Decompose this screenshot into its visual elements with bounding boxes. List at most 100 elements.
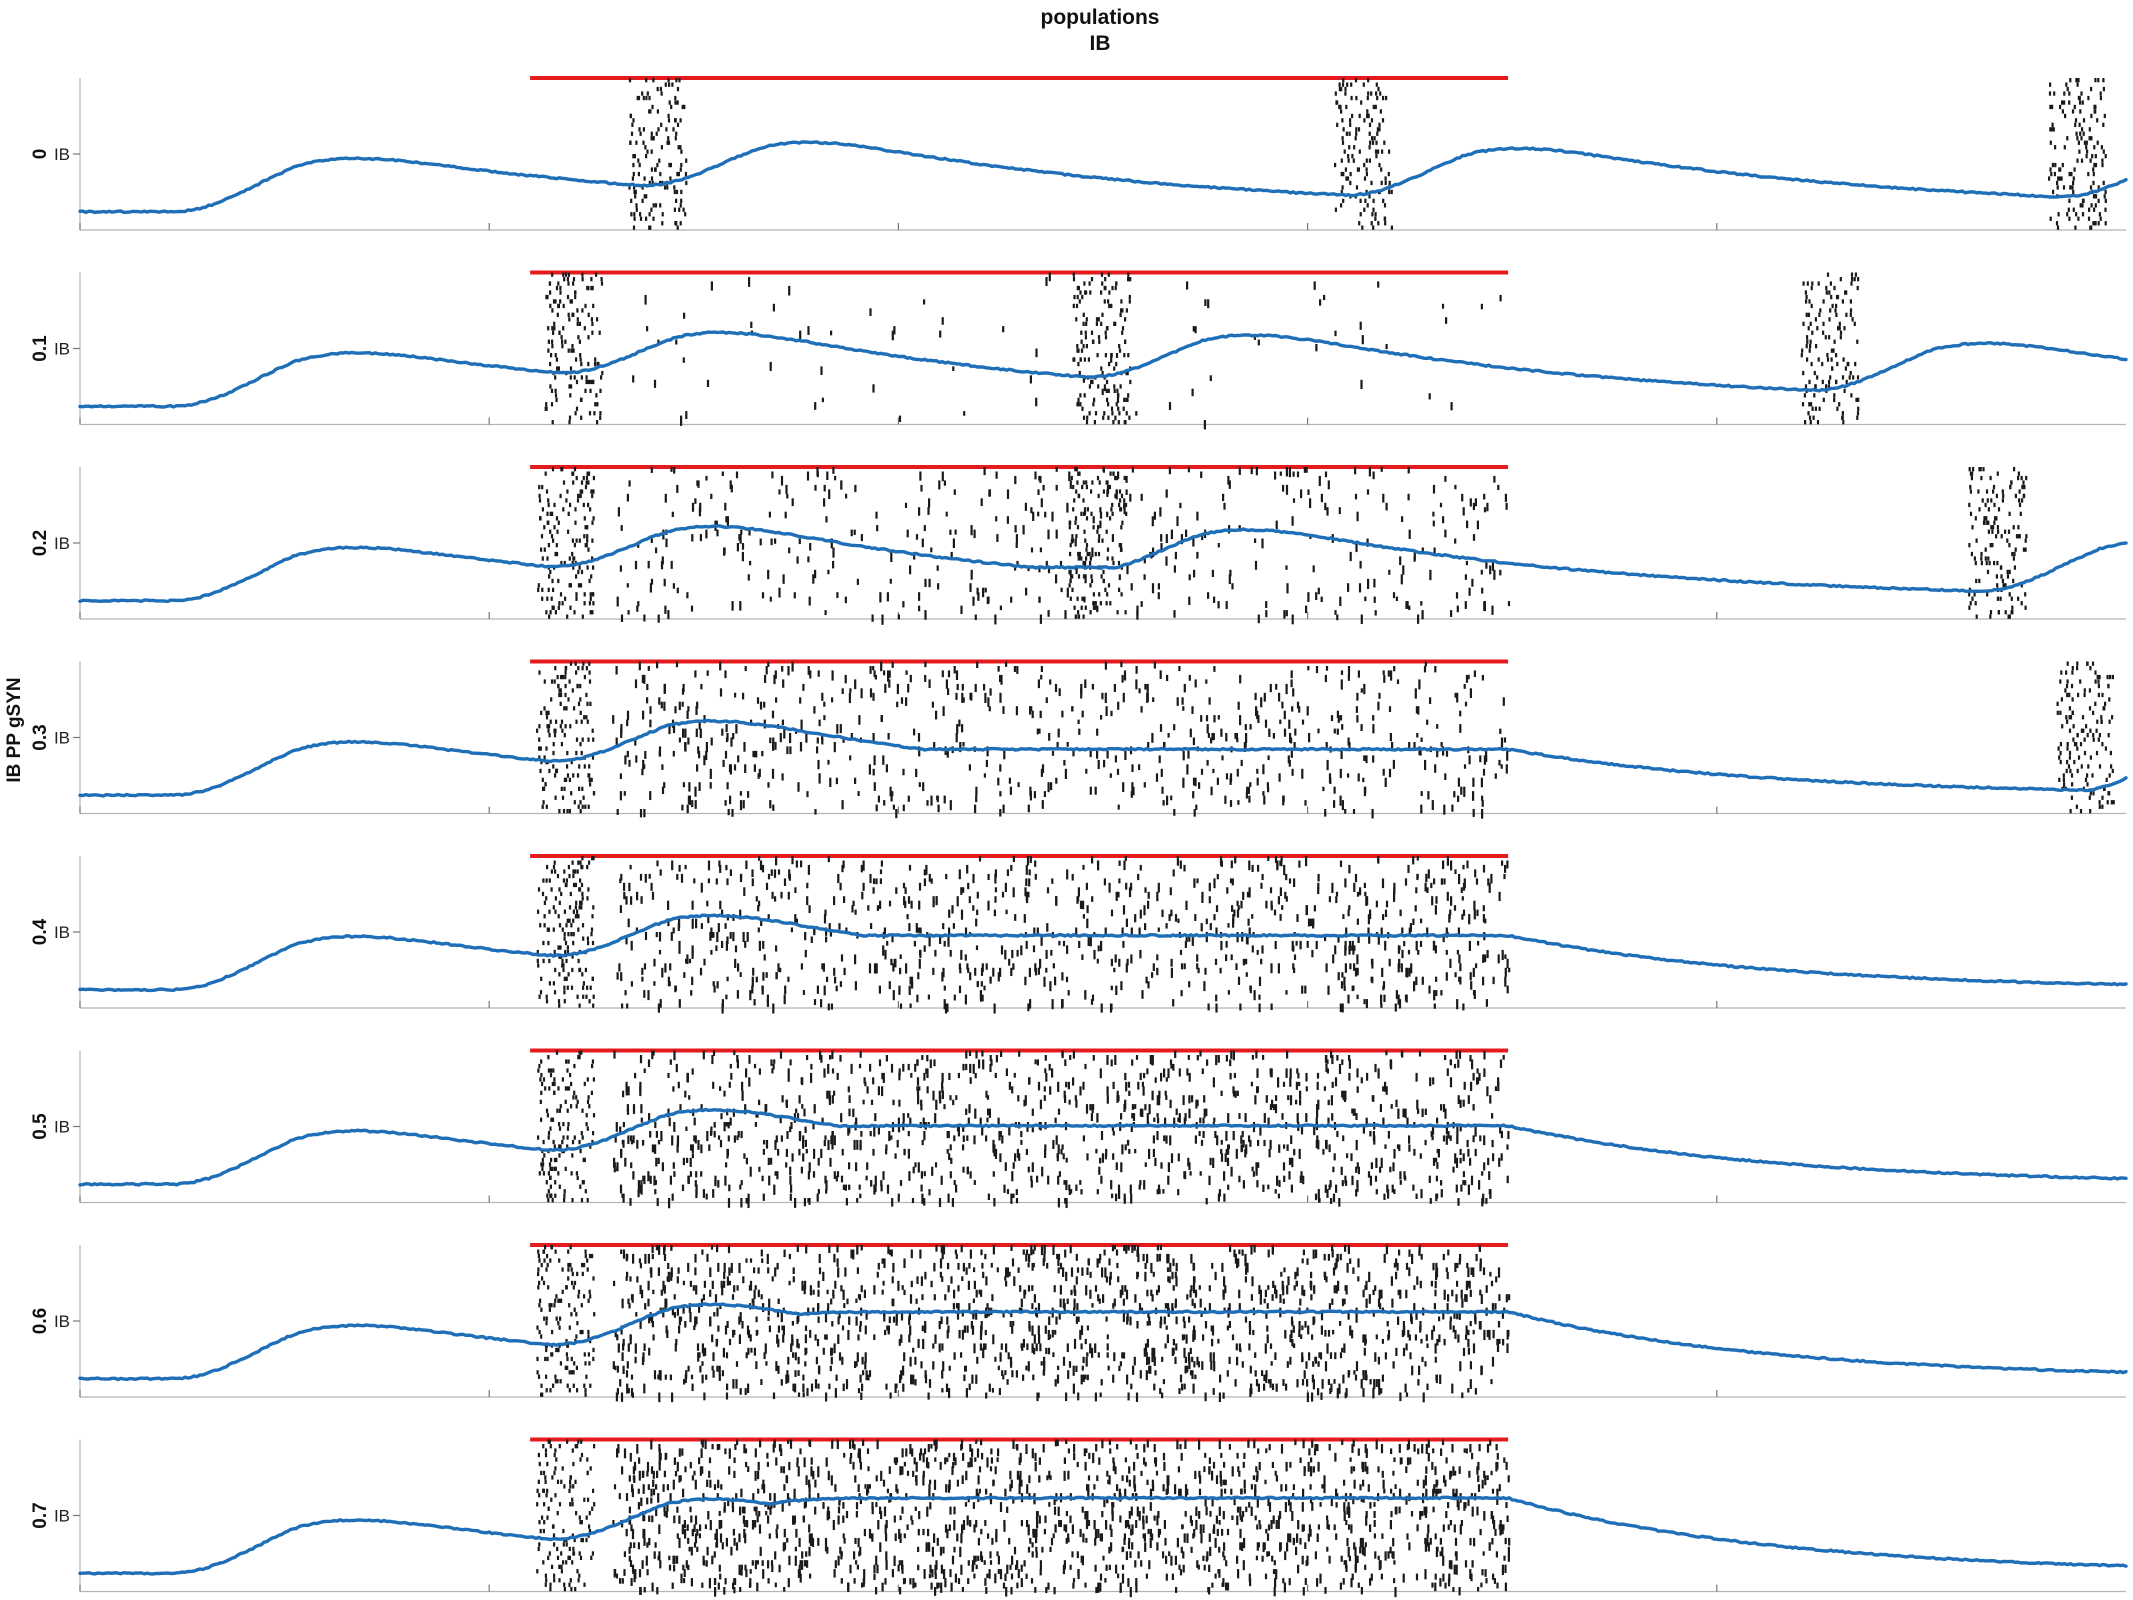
spike (715, 878, 718, 885)
spike (834, 976, 837, 984)
spike (575, 475, 578, 481)
spike (975, 945, 979, 951)
spike (1039, 614, 1042, 624)
spike (660, 122, 663, 127)
spike (573, 706, 576, 711)
spike (681, 701, 684, 707)
spike (691, 945, 694, 956)
spike (1354, 136, 1357, 141)
spike (1339, 596, 1342, 607)
spike (583, 674, 586, 680)
spike (1279, 887, 1282, 897)
spike (1039, 1099, 1042, 1110)
spike (1075, 927, 1078, 935)
spike (948, 927, 951, 937)
spike (1227, 923, 1230, 928)
spike (592, 379, 595, 385)
spike (844, 596, 847, 604)
spike (886, 940, 889, 946)
spike (1091, 683, 1094, 690)
spike (1444, 1108, 1447, 1119)
spike (1299, 1090, 1302, 1100)
spike (571, 688, 574, 693)
spike (669, 1175, 672, 1185)
spike (562, 303, 565, 309)
spike (641, 674, 644, 684)
spike (2098, 764, 2102, 769)
spike (1292, 498, 1296, 503)
spike (1030, 1180, 1033, 1188)
spike (1808, 402, 1811, 407)
spike (1832, 348, 1835, 353)
spike (626, 710, 630, 721)
spike (1075, 467, 1078, 472)
spike (1159, 670, 1162, 679)
spike (725, 1122, 728, 1127)
spike (648, 873, 651, 879)
spike (1240, 900, 1243, 909)
spike (941, 1090, 944, 1100)
spike (1032, 945, 1036, 953)
spike (1344, 167, 1347, 172)
spike (1042, 484, 1045, 491)
spike (1187, 750, 1190, 759)
spike (705, 750, 708, 761)
spike (1156, 1189, 1159, 1195)
spike (938, 480, 941, 490)
spike (1097, 538, 1100, 543)
spike (672, 750, 675, 757)
spike (1202, 1117, 1205, 1124)
spike (942, 967, 945, 978)
spike (1853, 277, 1856, 282)
spike (874, 1113, 877, 1122)
spike (551, 420, 554, 425)
spike (591, 856, 594, 861)
spike (649, 719, 652, 728)
spike (1298, 706, 1301, 713)
spike (791, 498, 794, 507)
spike (823, 985, 826, 996)
spike (897, 1193, 900, 1202)
spike (1822, 299, 1825, 304)
spike (1808, 415, 1812, 420)
spike (1420, 737, 1423, 742)
spike (596, 361, 599, 367)
spike (563, 985, 566, 990)
spike (578, 1003, 581, 1008)
spike (1194, 777, 1197, 787)
spike (571, 344, 574, 349)
spike (1199, 1171, 1202, 1176)
spike (660, 145, 663, 150)
spike (2096, 140, 2099, 145)
spike (1028, 967, 1031, 978)
spike (538, 1063, 541, 1069)
spike (785, 1162, 788, 1168)
spike (544, 1086, 547, 1091)
spike (563, 936, 566, 941)
spike (1071, 534, 1074, 539)
spike (1424, 1139, 1427, 1146)
spike (1114, 415, 1117, 421)
spike (1805, 344, 1808, 349)
spike (1105, 388, 1108, 393)
spike (1822, 330, 1825, 335)
spike (2098, 800, 2101, 805)
spike (1139, 909, 1142, 919)
spike (1116, 1090, 1119, 1100)
spike (1367, 927, 1370, 935)
spike (1003, 750, 1006, 760)
spike (575, 574, 578, 579)
spike (1365, 189, 1368, 195)
spike (1085, 1104, 1089, 1114)
spike (687, 1175, 690, 1184)
spike (1975, 614, 1978, 619)
spike (1372, 724, 1375, 734)
spike (551, 326, 554, 331)
spike (553, 1077, 556, 1082)
spike (542, 940, 545, 946)
spike (1055, 574, 1058, 584)
spike (1040, 768, 1043, 777)
spike (1132, 1113, 1136, 1121)
spike (1500, 764, 1503, 769)
spike (577, 804, 580, 809)
